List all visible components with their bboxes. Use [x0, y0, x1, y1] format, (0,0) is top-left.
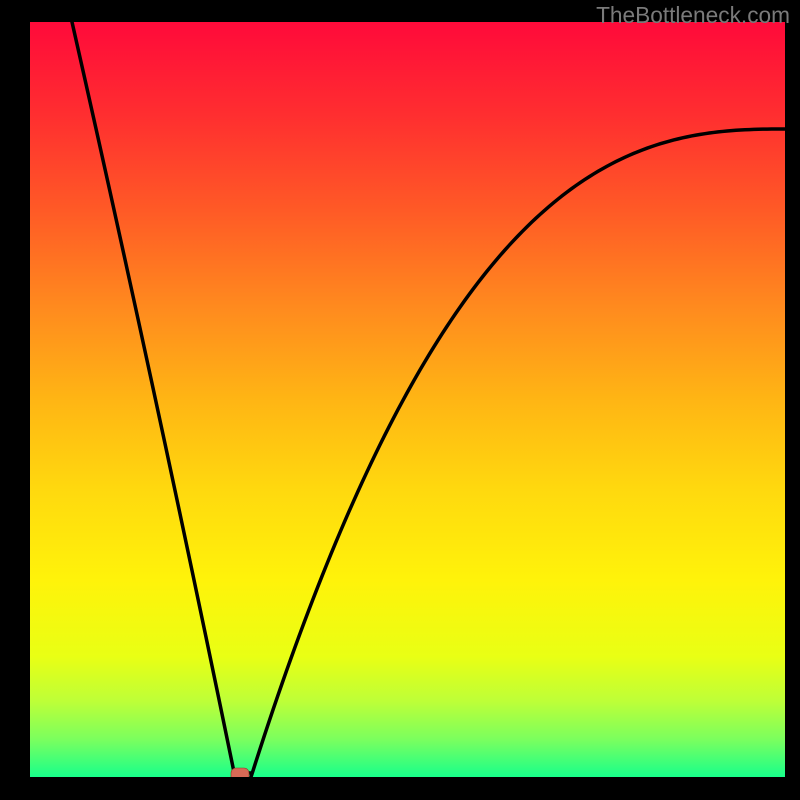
plot-svg: [30, 22, 785, 777]
curve-right-branch: [251, 129, 785, 777]
curve-left-branch: [72, 22, 235, 777]
chart-frame: TheBottleneck.com: [0, 0, 800, 800]
attribution-text: TheBottleneck.com: [596, 2, 790, 29]
plot-area: [30, 22, 785, 777]
valley-marker: [231, 768, 249, 777]
